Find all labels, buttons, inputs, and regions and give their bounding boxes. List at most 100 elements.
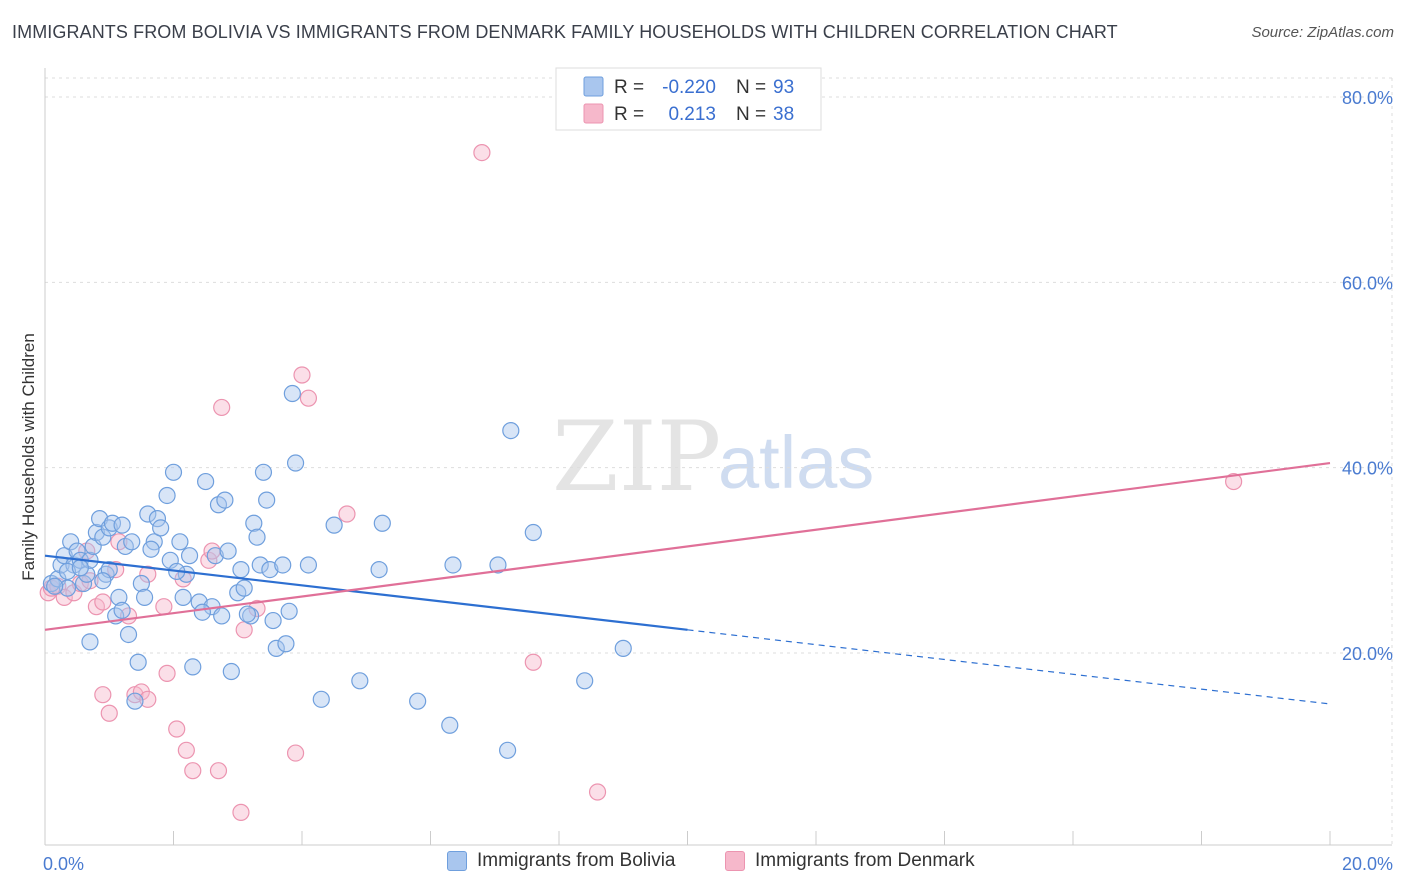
point-bolivia: [139, 505, 157, 523]
x-tick-label: 0.0%: [43, 854, 84, 874]
point-denmark: [100, 704, 118, 722]
point-bolivia: [152, 519, 170, 537]
point-bolivia: [46, 577, 64, 595]
point-bolivia: [129, 653, 147, 671]
point-bolivia: [184, 658, 202, 676]
point-bolivia: [164, 463, 183, 481]
legend-r-value-denmark: 0.213: [668, 104, 716, 125]
point-bolivia: [177, 565, 195, 583]
point-bolivia: [235, 579, 253, 597]
point-bolivia: [206, 547, 224, 565]
series-denmark-points: [39, 144, 1243, 821]
point-bolivia: [524, 523, 542, 542]
point-bolivia: [113, 516, 131, 534]
point-bolivia: [254, 463, 273, 481]
y-tick-label: 20.0%: [1342, 644, 1393, 664]
point-bolivia: [489, 556, 507, 574]
trendline-bolivia-extension: [687, 629, 1331, 705]
point-bolivia: [614, 639, 632, 657]
point-bolivia: [193, 603, 212, 621]
point-denmark: [293, 366, 311, 384]
point-bolivia: [351, 672, 369, 690]
point-bolivia: [251, 556, 269, 574]
point-denmark: [213, 398, 231, 417]
y-tick-label: 40.0%: [1342, 459, 1393, 479]
legend-r-value-bolivia: -0.220: [662, 77, 716, 98]
point-bolivia: [409, 692, 427, 710]
point-bolivia: [373, 514, 391, 532]
bottom-legend-swatch-bolivia: [447, 851, 467, 871]
point-bolivia: [119, 625, 138, 644]
point-denmark: [1225, 472, 1243, 491]
point-bolivia: [171, 533, 189, 551]
legend-r-label-denmark: R =: [614, 104, 644, 125]
point-denmark: [39, 584, 57, 602]
bottom-legend-label-denmark: Immigrants from Denmark: [755, 850, 975, 871]
point-bolivia: [277, 635, 295, 653]
point-bolivia: [441, 716, 459, 734]
point-denmark: [155, 598, 173, 616]
y-axis-label: Family Households with Children: [19, 333, 38, 581]
trendline-bolivia: [44, 554, 688, 631]
point-bolivia: [370, 560, 388, 579]
point-denmark: [524, 653, 542, 671]
point-denmark: [177, 741, 195, 759]
chart-title: IMMIGRANTS FROM BOLIVIA VS IMMIGRANTS FR…: [12, 22, 1118, 42]
bottom-legend: Immigrants from Bolivia Immigrants from …: [0, 850, 1406, 880]
bottom-legend-item-denmark: Immigrants from Denmark: [725, 850, 975, 872]
point-bolivia: [258, 491, 276, 509]
point-denmark: [94, 686, 112, 704]
point-bolivia: [174, 588, 192, 607]
point-denmark: [473, 144, 491, 162]
point-bolivia: [267, 639, 285, 657]
point-bolivia: [94, 528, 112, 546]
point-bolivia: [148, 510, 167, 528]
point-denmark: [184, 762, 202, 780]
point-bolivia: [132, 574, 150, 593]
point-bolivia: [248, 528, 266, 546]
point-bolivia: [81, 633, 99, 651]
point-denmark: [107, 560, 125, 579]
legend: R = -0.220 N = 93 R = 0.213 N = 38: [555, 67, 822, 131]
point-bolivia: [264, 611, 282, 630]
bottom-legend-label-bolivia: Immigrants from Bolivia: [477, 850, 676, 871]
x-tick-label: 20.0%: [1342, 854, 1393, 874]
point-bolivia: [78, 565, 96, 583]
point-bolivia: [142, 540, 160, 558]
point-bolivia: [158, 486, 176, 505]
point-bolivia: [180, 547, 199, 565]
legend-n-value-denmark: 38: [773, 104, 794, 125]
y-tick-label: 60.0%: [1342, 273, 1393, 293]
point-denmark: [286, 744, 305, 762]
point-bolivia: [71, 559, 89, 577]
point-bolivia: [213, 607, 231, 625]
legend-swatch-denmark: [583, 103, 604, 124]
point-bolivia: [113, 601, 131, 619]
point-denmark: [232, 803, 250, 821]
trendline-denmark: [44, 461, 1331, 631]
point-denmark: [299, 389, 318, 407]
point-bolivia: [126, 692, 144, 710]
point-bolivia: [502, 422, 520, 440]
watermark: ZIP atlas: [552, 401, 874, 513]
bottom-legend-item-bolivia: Immigrants from Bolivia: [447, 850, 676, 872]
point-denmark: [139, 565, 157, 583]
watermark-zip: ZIP: [552, 401, 721, 513]
point-bolivia: [222, 662, 240, 681]
point-bolivia: [197, 472, 215, 491]
series-bolivia-points: [42, 384, 632, 759]
point-bolivia: [280, 602, 298, 620]
legend-swatch-bolivia: [583, 76, 604, 97]
point-bolivia: [444, 556, 462, 574]
point-bolivia: [238, 605, 256, 623]
point-denmark: [158, 664, 176, 682]
chart-source: Source: ZipAtlas.com: [1251, 24, 1394, 41]
point-bolivia: [100, 519, 118, 537]
point-bolivia: [232, 560, 250, 579]
point-bolivia: [219, 542, 237, 560]
bottom-legend-swatch-denmark: [725, 851, 745, 871]
point-bolivia: [58, 579, 77, 597]
legend-n-label-denmark: N =: [736, 104, 766, 125]
point-bolivia: [216, 491, 234, 509]
